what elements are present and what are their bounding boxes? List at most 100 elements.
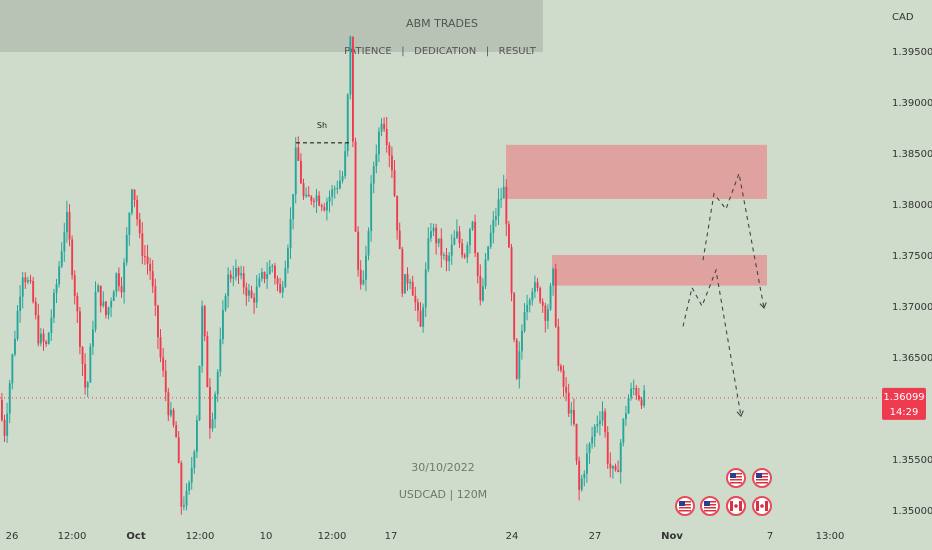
candle-body [24,277,27,283]
candle-body [284,268,287,287]
price-tag-background [882,387,926,420]
candle-body [206,336,209,388]
candle-body [27,280,29,283]
candle-body [216,371,219,395]
flag-stripe [679,507,691,509]
candle-body [154,286,157,306]
candle-body [385,128,388,145]
arrow-head-icon [736,410,744,418]
economic-events[interactable] [675,468,772,516]
candle-body [346,94,349,152]
supply-zone-lower[interactable] [552,255,767,286]
candle-body [196,420,198,452]
candle-body [614,465,617,471]
price-tick-label: 1.39500 [892,47,932,58]
candle-body [344,151,347,177]
candle-body [463,255,466,258]
flag-stripe [704,510,716,512]
candle-body [500,198,503,200]
candle-body [492,219,495,233]
candle-body [1,399,3,421]
candle-body [157,305,159,338]
candle-body [383,123,386,129]
candle-body [609,463,612,469]
price-tick-label: 1.37000 [892,302,932,313]
candle-body [16,310,19,339]
candle-body [445,254,448,262]
candle-body [53,292,55,318]
candle-body [396,195,399,231]
candle-body [627,397,630,414]
time-axis[interactable]: 26 12:00 Oct 12:00 10 12:00 17 24 27 Nov 7 13:00 [6,531,845,542]
candle-body [92,329,94,347]
candle-body [292,194,295,220]
candle-body [357,231,360,270]
candle-body [151,271,154,287]
candle-body [45,341,48,345]
candle-body [380,123,383,132]
candle-body [188,482,191,491]
candle-body [73,275,76,296]
candle-body [432,227,435,232]
price-axis[interactable]: 1.39500 1.39000 1.38500 1.38000 1.37500 1.370… [892,47,932,517]
time-tick-label: 10 [260,531,273,542]
candle-body [276,278,279,284]
us-flag-icon[interactable] [726,468,746,488]
us-flag-icon[interactable] [752,468,772,488]
candle-body [315,195,318,202]
supply-zone-upper[interactable] [506,144,767,199]
projection-path-2[interactable] [682,268,742,417]
candle-body [222,310,224,340]
candle-body [409,281,412,284]
candle-body [214,394,217,420]
projection-paths [682,171,767,418]
candle-body [448,255,451,262]
candle-body [484,259,487,287]
candle-body [144,256,146,258]
candle-body [8,383,11,414]
candle-body [508,224,510,248]
candle-body [440,238,443,256]
maple-leaf-icon [760,504,764,508]
candle-body [305,194,308,197]
candle-body [227,274,230,296]
candle-body [523,312,526,331]
time-tick-label: Oct [126,531,145,542]
us-flag-icon[interactable] [700,496,720,516]
ca-flag-icon[interactable] [752,496,772,516]
candle-body [255,286,258,303]
candle-body [297,147,300,161]
us-flag-icon[interactable] [675,496,695,516]
candle-body [341,176,344,181]
candle-body [573,409,575,424]
candle-body [281,286,284,293]
candle-body [105,301,107,316]
candle-body [240,273,243,276]
candle-body [11,354,14,384]
price-tick-label: 1.39000 [892,98,932,109]
candle-body [526,304,529,313]
projection-path-1[interactable] [702,171,765,309]
candle-body [99,285,102,306]
arrow-head-icon [759,302,767,310]
candle-body [401,249,404,294]
ca-flag-icon[interactable] [726,496,746,516]
candle-body [354,141,357,232]
candle-body [619,442,622,473]
candle-body [21,277,24,297]
candle-body [219,339,222,372]
price-tag-value: 1.36099 [883,392,924,403]
candle-body [149,263,152,272]
candle-body [279,283,282,293]
candle-body [331,189,334,197]
price-tick-label: 1.37500 [892,251,932,262]
candle-body [435,227,438,244]
candle-body [458,231,461,244]
candle-body [79,311,81,348]
candle-body [601,411,604,421]
flag-canton [730,473,736,478]
candle-body [567,392,570,414]
candle-body [37,315,40,344]
